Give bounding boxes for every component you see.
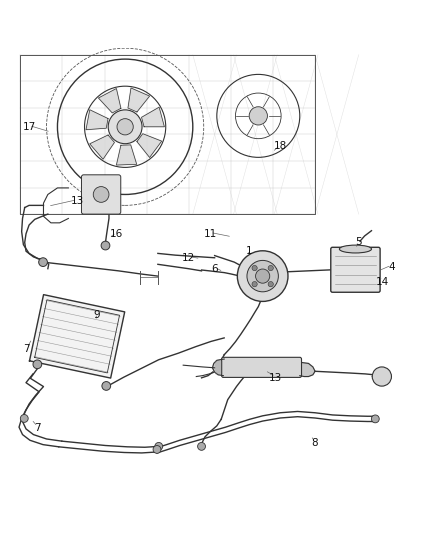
- Circle shape: [117, 119, 133, 135]
- Polygon shape: [141, 107, 164, 127]
- Circle shape: [153, 446, 161, 454]
- Text: 6: 6: [211, 264, 218, 273]
- Circle shape: [268, 265, 273, 271]
- Text: 1: 1: [246, 246, 253, 256]
- FancyBboxPatch shape: [331, 247, 380, 292]
- Text: 7: 7: [24, 344, 30, 354]
- Circle shape: [252, 281, 257, 287]
- Circle shape: [372, 367, 392, 386]
- Circle shape: [155, 442, 162, 450]
- Text: 12: 12: [182, 253, 195, 263]
- Text: 8: 8: [312, 438, 318, 448]
- Polygon shape: [99, 88, 121, 113]
- Circle shape: [198, 442, 205, 450]
- Circle shape: [247, 261, 279, 292]
- Text: 7: 7: [35, 423, 41, 433]
- Circle shape: [371, 415, 379, 423]
- Polygon shape: [86, 110, 108, 130]
- Text: 17: 17: [22, 122, 36, 132]
- Polygon shape: [117, 145, 137, 165]
- Circle shape: [249, 107, 268, 125]
- Text: 13: 13: [269, 373, 283, 383]
- Text: 4: 4: [388, 262, 395, 271]
- FancyBboxPatch shape: [81, 175, 121, 214]
- Circle shape: [93, 187, 109, 203]
- Polygon shape: [128, 88, 150, 112]
- Ellipse shape: [339, 245, 371, 253]
- FancyBboxPatch shape: [222, 357, 301, 377]
- Circle shape: [102, 382, 111, 390]
- Polygon shape: [300, 362, 315, 376]
- Text: 18: 18: [273, 141, 287, 151]
- Circle shape: [268, 281, 273, 287]
- Polygon shape: [212, 359, 224, 376]
- Circle shape: [101, 241, 110, 250]
- Text: 14: 14: [376, 277, 389, 287]
- Text: 13: 13: [71, 196, 84, 206]
- Circle shape: [108, 110, 142, 144]
- Polygon shape: [29, 295, 125, 378]
- Polygon shape: [137, 134, 162, 157]
- Text: 9: 9: [93, 310, 100, 319]
- Text: 5: 5: [355, 238, 362, 247]
- Circle shape: [255, 269, 270, 283]
- Circle shape: [20, 415, 28, 422]
- Circle shape: [33, 360, 42, 369]
- Circle shape: [39, 258, 47, 266]
- Text: 11: 11: [204, 229, 217, 239]
- Circle shape: [252, 265, 257, 271]
- Text: 16: 16: [110, 229, 123, 239]
- Circle shape: [237, 251, 288, 302]
- Polygon shape: [90, 135, 114, 159]
